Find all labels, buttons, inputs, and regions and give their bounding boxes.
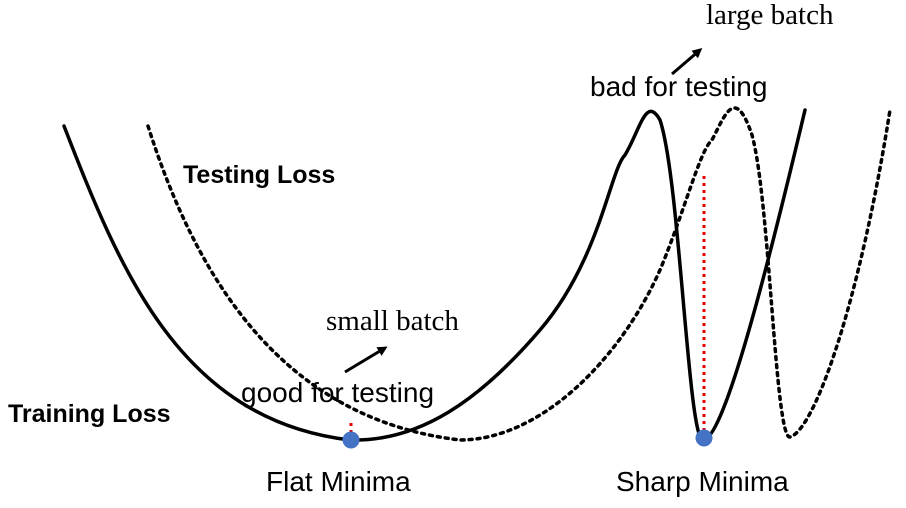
testing-loss-curve [146,106,892,442]
large-batch-arrow-icon [671,48,703,76]
flat-minima-point [342,431,360,449]
large-batch-label: large batch [706,0,834,31]
small-batch-arrow-icon [344,346,388,374]
sharp-minima-label: Sharp Minima [616,466,789,497]
testing-loss-label: Testing Loss [183,161,335,189]
sharp-minima-point [695,429,713,447]
bad-for-testing-label: bad for testing [590,71,767,102]
flat-minima-label: Flat Minima [266,466,411,497]
small-batch-label: small batch [326,305,459,337]
training-loss-label: Training Loss [8,400,171,428]
training-loss-curve [62,108,807,442]
good-for-testing-label: good for testing [241,377,434,408]
